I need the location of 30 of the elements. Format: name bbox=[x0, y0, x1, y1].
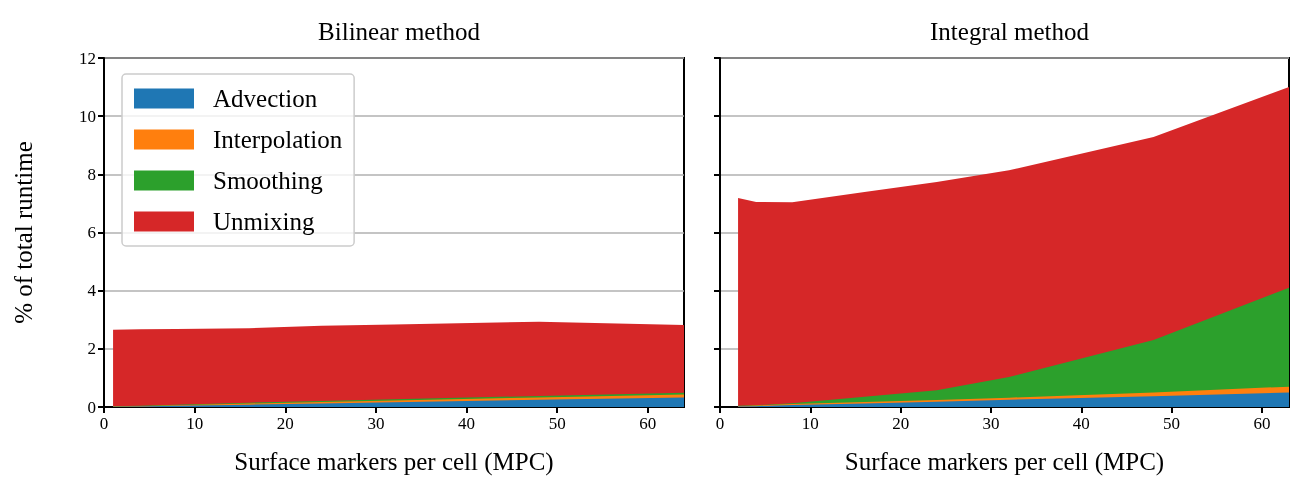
x-tick-label: 20 bbox=[892, 414, 910, 433]
y-tick-label: 12 bbox=[79, 48, 96, 68]
chart-title: Integral method bbox=[930, 18, 1090, 45]
x-tick-label: 40 bbox=[458, 414, 475, 433]
y-tick-label: 0 bbox=[87, 397, 96, 417]
x-tick-label: 0 bbox=[715, 414, 725, 433]
y-tick-label: 6 bbox=[87, 223, 96, 242]
y-tick-label: 4 bbox=[87, 281, 97, 301]
x-tick-label: 40 bbox=[1072, 414, 1090, 433]
x-tick-label: 10 bbox=[801, 414, 819, 433]
x-tick-label: 50 bbox=[1163, 414, 1181, 433]
x-tick-label: 60 bbox=[1253, 414, 1271, 433]
legend-label: Interpolation bbox=[213, 126, 343, 153]
legend-label: Advection bbox=[213, 85, 318, 112]
x-tick-label: 60 bbox=[639, 414, 657, 433]
y-axis-title: % of total runtime bbox=[10, 141, 37, 324]
y-tick-label: 8 bbox=[87, 164, 96, 184]
y-tick-label: 10 bbox=[79, 106, 96, 126]
x-axis-title: Surface markers per cell (MPC) bbox=[234, 448, 554, 476]
x-tick-label: 20 bbox=[276, 414, 294, 433]
x-tick-label: 50 bbox=[548, 414, 566, 433]
legend-label: Unmixing bbox=[213, 208, 315, 235]
chart-title: Bilinear method bbox=[318, 18, 481, 45]
x-tick-label: 10 bbox=[186, 414, 204, 433]
x-axis-title: Surface markers per cell (MPC) bbox=[844, 448, 1165, 476]
x-tick-label: 0 bbox=[99, 414, 109, 433]
y-tick-label: 2 bbox=[87, 339, 96, 359]
x-tick-label: 30 bbox=[367, 414, 385, 433]
legend-label: Smoothing bbox=[213, 167, 324, 194]
x-tick-label: 30 bbox=[982, 414, 1000, 433]
